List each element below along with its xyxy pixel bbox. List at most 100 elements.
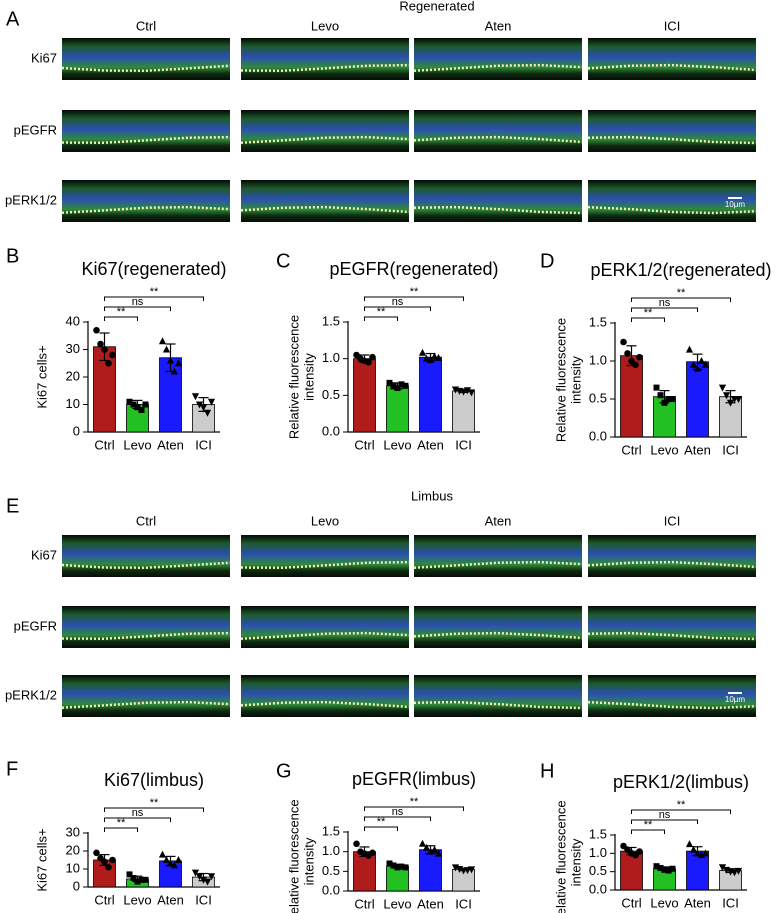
basement-line bbox=[61, 631, 231, 640]
significance-label: ** bbox=[117, 817, 126, 829]
data-point bbox=[109, 856, 116, 864]
data-point bbox=[203, 878, 212, 886]
y-tick-label: 1.5 bbox=[322, 313, 340, 328]
significance-bracket bbox=[104, 827, 138, 832]
micrograph bbox=[241, 675, 409, 717]
panel-letter: F bbox=[6, 758, 18, 780]
x-tick-label: ICI bbox=[722, 895, 739, 910]
data-point bbox=[697, 357, 706, 364]
significance-label: ns bbox=[392, 296, 404, 308]
x-tick-label: Levo bbox=[650, 442, 678, 457]
data-point bbox=[467, 389, 476, 397]
x-tick-label: Levo bbox=[123, 892, 151, 907]
data-point bbox=[191, 869, 200, 877]
significance-bracket bbox=[631, 317, 665, 322]
column-label: Ctrl bbox=[136, 18, 156, 33]
x-tick-label: Ctrl bbox=[94, 437, 114, 452]
basement-line bbox=[240, 205, 410, 214]
data-point bbox=[463, 387, 472, 395]
micrograph bbox=[62, 606, 230, 648]
data-point bbox=[701, 360, 710, 368]
basement-line bbox=[413, 205, 583, 215]
x-tick-label: Ctrl bbox=[354, 896, 374, 911]
data-point bbox=[669, 396, 676, 402]
basement-line bbox=[413, 560, 583, 569]
y-tick-label: 1.5 bbox=[589, 826, 607, 841]
significance-label: ** bbox=[644, 307, 653, 319]
significance-label: ** bbox=[117, 306, 126, 318]
micrograph bbox=[588, 110, 756, 152]
y-tick-label: 0 bbox=[73, 423, 80, 438]
significance-label: ** bbox=[377, 816, 386, 828]
significance-bracket bbox=[364, 306, 431, 311]
data-point bbox=[661, 866, 668, 873]
column-label: Aten bbox=[485, 513, 512, 528]
x-tick-label: Aten bbox=[417, 896, 444, 911]
data-point bbox=[620, 338, 627, 346]
y-tick-label: 0.0 bbox=[322, 423, 340, 438]
y-axis-label: Relative fluorescence bbox=[553, 800, 568, 913]
data-point bbox=[402, 382, 409, 389]
y-tick-label: 40 bbox=[66, 313, 80, 328]
data-point bbox=[394, 385, 401, 391]
micrograph bbox=[241, 38, 409, 80]
data-point bbox=[394, 864, 401, 871]
basement-line bbox=[413, 135, 583, 144]
bar bbox=[620, 355, 643, 438]
row-label: Ki67 bbox=[31, 50, 57, 65]
data-point bbox=[390, 383, 397, 390]
x-tick-label: ICI bbox=[455, 896, 472, 911]
data-point bbox=[426, 847, 435, 855]
basement-line bbox=[413, 63, 583, 72]
row-label: Ki67 bbox=[31, 547, 57, 562]
basement-line bbox=[61, 64, 231, 72]
significance-bracket bbox=[104, 807, 204, 812]
scale-bar-label: 10μm bbox=[725, 695, 746, 704]
data-point bbox=[665, 867, 672, 874]
chart-title: Ki67(regenerated) bbox=[81, 259, 226, 279]
significance-label: ** bbox=[150, 286, 159, 298]
basement-line bbox=[413, 700, 583, 710]
basement-line bbox=[61, 205, 231, 214]
data-point bbox=[162, 345, 171, 353]
significance-bracket bbox=[364, 316, 398, 321]
data-point bbox=[693, 849, 702, 857]
data-point bbox=[134, 404, 141, 411]
x-tick-label: ICI bbox=[722, 442, 739, 457]
basement-line bbox=[240, 631, 410, 640]
data-point bbox=[199, 876, 208, 884]
y-tick-label: 1.5 bbox=[322, 823, 340, 838]
bar bbox=[353, 358, 376, 433]
row-label: pERK1/2 bbox=[5, 687, 57, 702]
x-tick-label: Levo bbox=[123, 437, 151, 452]
basement-line bbox=[587, 631, 757, 641]
y-tick-label: 0.0 bbox=[322, 882, 340, 897]
row-label: pEGFR bbox=[14, 618, 57, 633]
y-tick-label: 30 bbox=[66, 341, 80, 356]
basement-line bbox=[240, 63, 410, 72]
data-point bbox=[126, 398, 133, 405]
panel-letter: E bbox=[6, 495, 19, 517]
x-tick-label: ICI bbox=[195, 892, 212, 907]
basement-line bbox=[240, 135, 410, 144]
data-point bbox=[701, 849, 710, 857]
data-point bbox=[386, 860, 393, 867]
data-point bbox=[430, 845, 439, 853]
panel-letter: A bbox=[6, 8, 20, 30]
micrograph bbox=[241, 535, 409, 577]
bar bbox=[353, 851, 376, 892]
data-point bbox=[166, 356, 175, 364]
data-point bbox=[207, 873, 216, 881]
data-point bbox=[398, 381, 405, 388]
y-tick-label: 1.0 bbox=[589, 845, 607, 860]
data-point bbox=[203, 409, 212, 417]
y-tick-label: 30 bbox=[66, 824, 80, 839]
significance-label: ** bbox=[150, 797, 159, 809]
micrograph bbox=[414, 535, 582, 577]
panel-letter: D bbox=[540, 250, 554, 272]
significance-bracket bbox=[631, 297, 731, 302]
basement-line bbox=[587, 700, 757, 710]
y-tick-label: 10 bbox=[66, 860, 80, 875]
y-tick-label: 20 bbox=[66, 368, 80, 383]
y-axis-label: intensity bbox=[301, 837, 316, 885]
